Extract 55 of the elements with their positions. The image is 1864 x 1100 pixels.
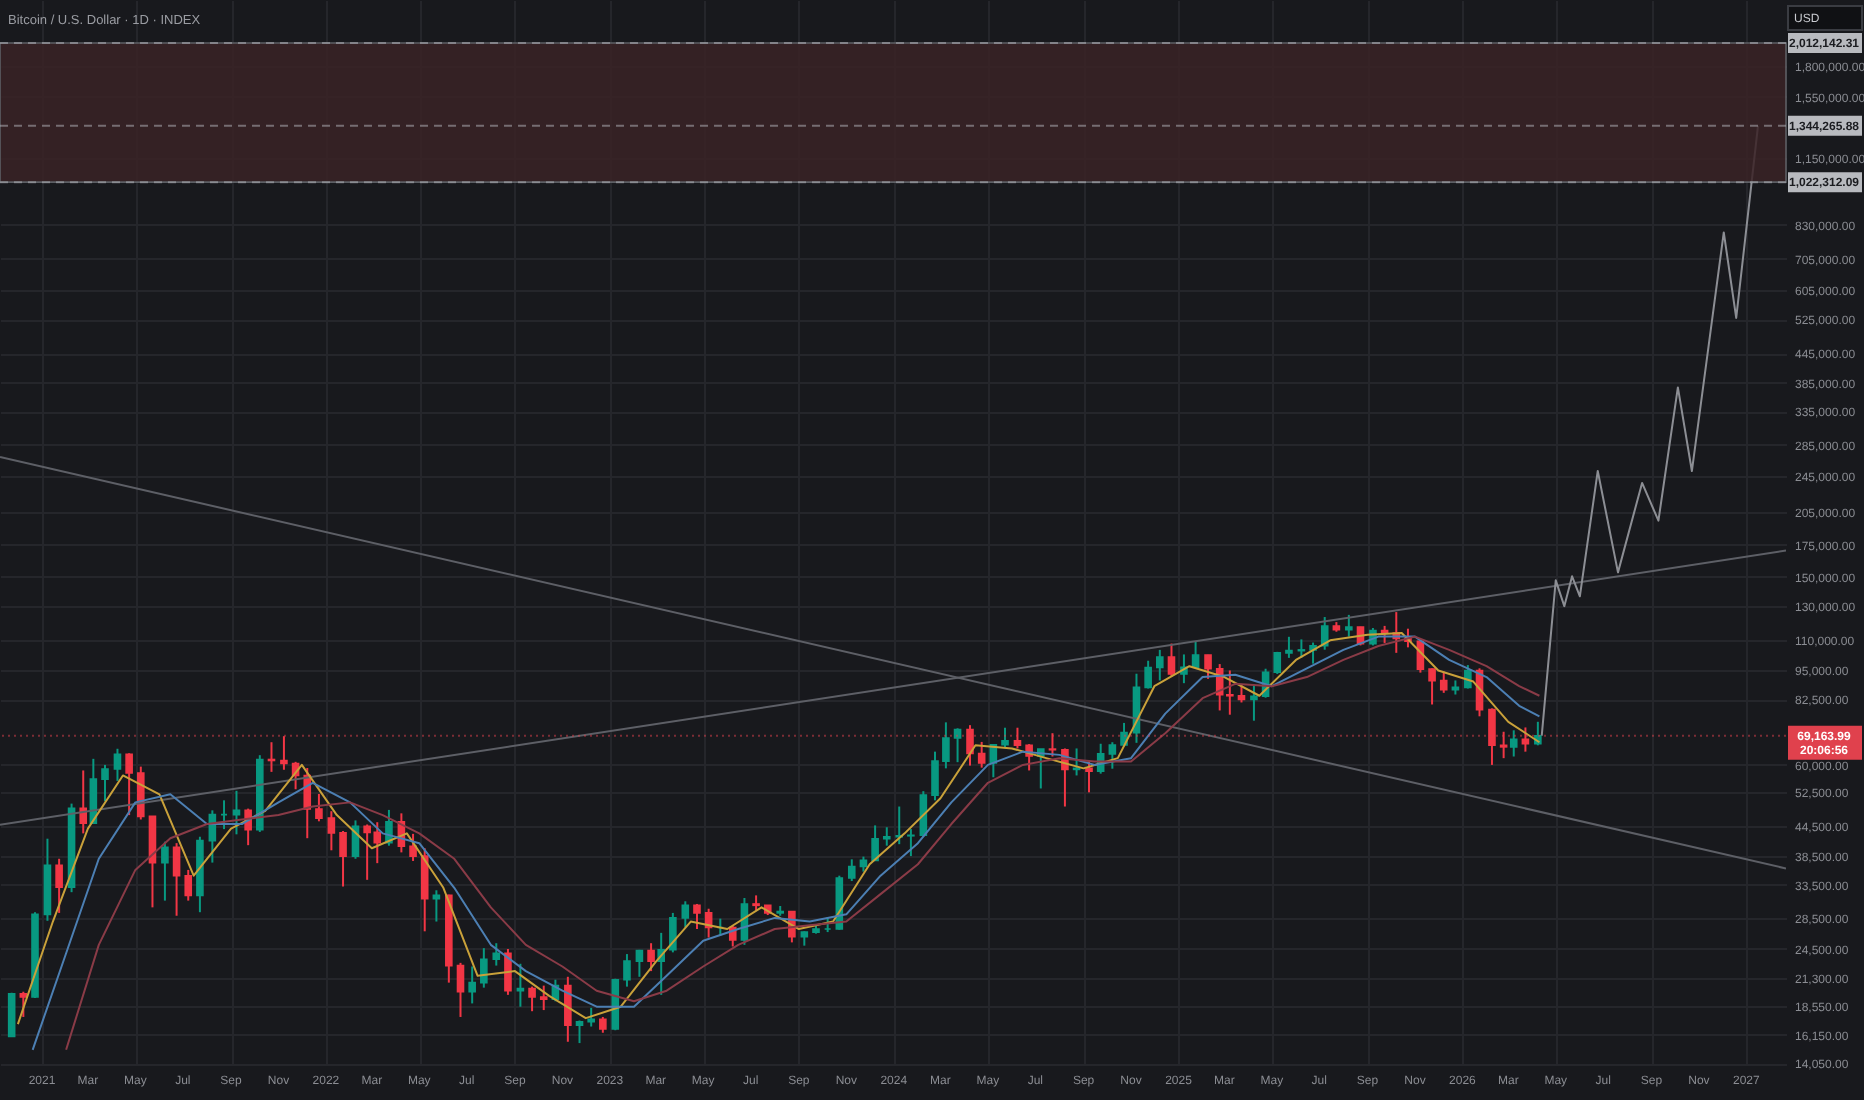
candlestick: [1144, 659, 1152, 690]
candlestick: [882, 826, 891, 847]
candlestick: [1488, 707, 1496, 766]
candlestick: [79, 769, 88, 835]
candlestick: [1499, 730, 1508, 760]
candlestick: [113, 747, 122, 782]
candlestick: [172, 842, 181, 917]
candlestick: [1085, 760, 1093, 794]
candlestick: [456, 961, 465, 1018]
candlestick: [1250, 684, 1258, 722]
candlestick: [1320, 616, 1329, 651]
candlestick: [564, 975, 572, 1043]
candlestick: [1285, 635, 1293, 659]
candlestick: [480, 947, 488, 989]
candlestick: [977, 740, 986, 769]
candlestick: [847, 858, 856, 883]
candlestick: [492, 942, 501, 967]
candlestick: [623, 953, 631, 988]
candlestick: [953, 727, 962, 764]
candlestick: [539, 984, 548, 1012]
candlestick: [280, 735, 288, 771]
candlestick: [420, 847, 429, 933]
candlestick: [1509, 729, 1518, 758]
candlestick: [1156, 648, 1164, 682]
candlestick: [7, 991, 16, 1038]
candlestick: [55, 857, 63, 914]
candlestick: [647, 942, 655, 973]
candlestick: [895, 805, 904, 846]
candlestick: [327, 810, 336, 852]
candlestick: [907, 828, 915, 858]
candlestick: [528, 985, 536, 1013]
candlestick: [1428, 667, 1436, 706]
candlestick: [1167, 642, 1176, 678]
candlestick: [1204, 653, 1212, 680]
candlestick: [1108, 741, 1117, 770]
candlestick: [19, 990, 28, 1018]
candlestick: [635, 948, 644, 978]
candlestick: [1521, 726, 1530, 753]
candlestick: [1345, 613, 1353, 638]
candlestick: [161, 840, 169, 902]
candlestick: [681, 900, 690, 929]
candlestick: [125, 752, 133, 817]
candlestick: [693, 902, 701, 931]
candlestick: [339, 829, 347, 888]
candlestick: [1048, 732, 1057, 758]
candlestick: [409, 832, 417, 862]
candlestick: [1001, 726, 1009, 750]
candlestick: [468, 965, 476, 1005]
candlestick: [871, 824, 879, 862]
candlestick: [315, 792, 323, 823]
candlestick: [1439, 670, 1448, 694]
candlestick: [101, 763, 109, 803]
candlestick: [184, 868, 193, 902]
candlestick: [966, 724, 974, 767]
candlestick: [1013, 726, 1022, 750]
